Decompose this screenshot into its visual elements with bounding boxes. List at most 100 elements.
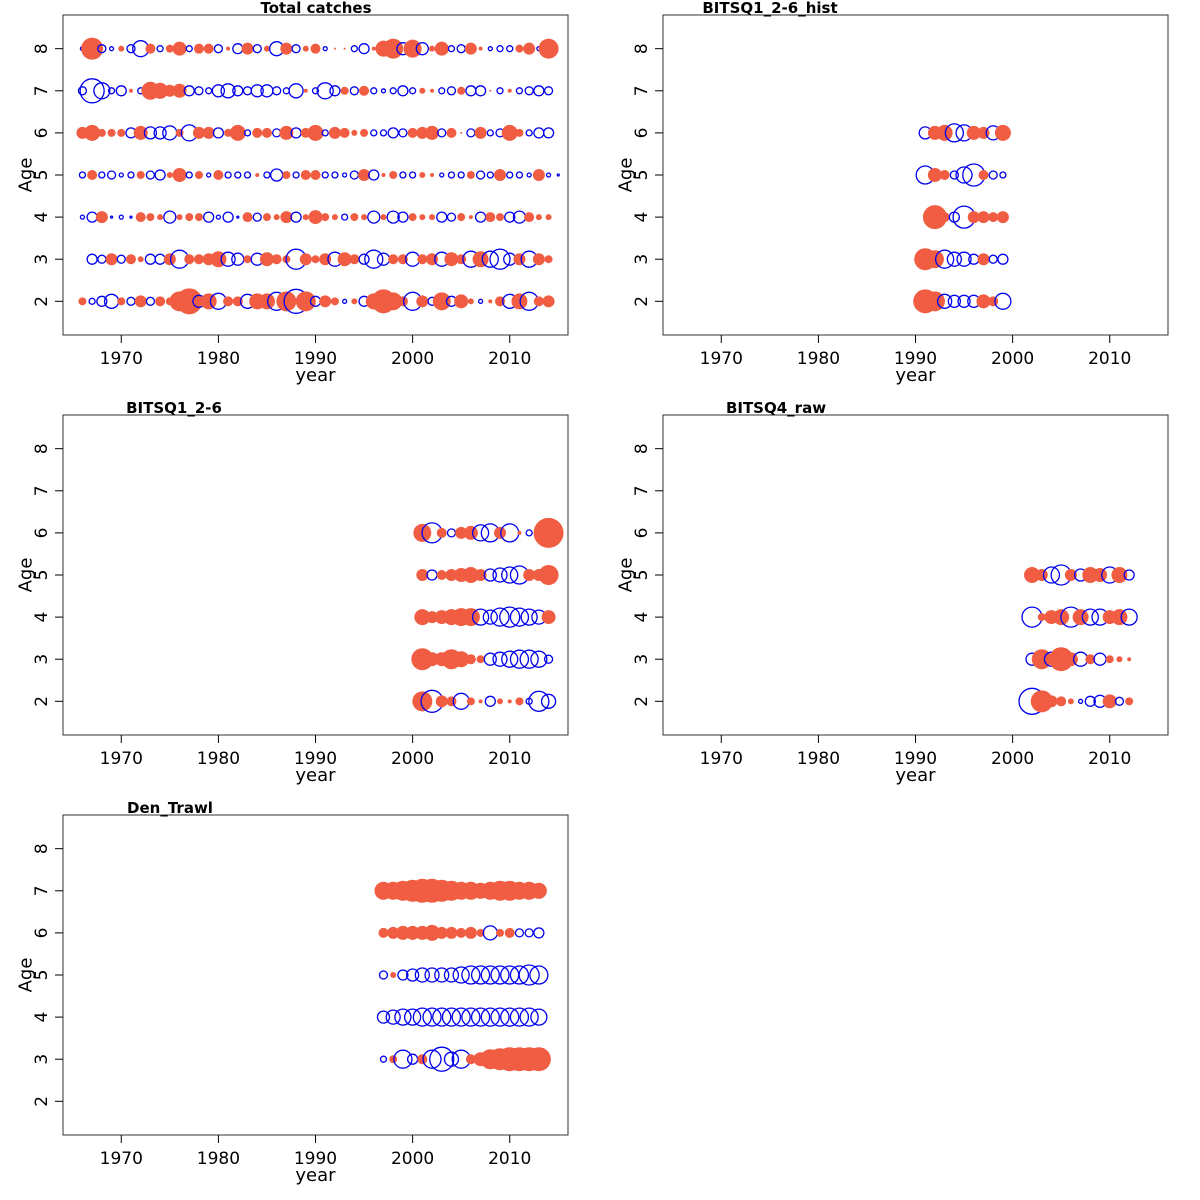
residual-bubble-positive: [358, 169, 371, 181]
residual-bubble-positive: [405, 925, 420, 940]
residual-bubble-negative: [272, 86, 282, 96]
residual-bubble-positive: [1085, 654, 1096, 665]
residual-bubble-negative: [270, 168, 284, 182]
residual-bubble-negative: [492, 567, 508, 583]
y-tick-label: 6: [632, 527, 652, 538]
residual-bubble-positive: [936, 124, 953, 141]
residual-bubble-positive: [922, 205, 947, 230]
residual-bubble-positive: [478, 46, 483, 51]
x-tick-label: 1970: [700, 349, 743, 369]
residual-bubble-positive: [967, 211, 980, 224]
residual-bubble-positive: [172, 83, 187, 98]
residual-bubble-positive: [1072, 609, 1089, 626]
residual-bubble-negative: [434, 967, 450, 983]
residual-bubble-positive: [497, 698, 504, 705]
y-axis-label: Age: [616, 558, 637, 593]
x-tick-label: 1980: [197, 749, 240, 769]
residual-bubble-negative: [529, 965, 549, 985]
residual-bubble-positive: [977, 253, 990, 266]
residual-bubble-positive: [280, 42, 293, 55]
residual-bubble-positive: [462, 567, 479, 583]
x-tick-label: 2000: [391, 1149, 434, 1169]
residual-bubble-negative: [509, 1007, 530, 1027]
residual-bubble-negative: [321, 171, 329, 179]
residual-bubble-positive: [453, 651, 470, 668]
residual-bubble-positive: [412, 691, 433, 712]
residual-bubble-negative: [154, 169, 166, 181]
residual-bubble-negative: [936, 293, 953, 309]
residual-bubble-positive: [460, 131, 463, 134]
residual-bubble-negative: [203, 211, 215, 223]
residual-bubble-negative: [109, 215, 114, 219]
residual-bubble-positive: [184, 254, 195, 265]
x-tick-label: 1990: [294, 349, 337, 369]
residual-bubble-negative: [957, 294, 971, 308]
residual-bubble-negative: [349, 170, 359, 180]
residual-bubble-positive: [1093, 568, 1108, 582]
residual-bubble-negative: [500, 1007, 520, 1027]
y-tick-label: 6: [32, 127, 52, 138]
residual-bubble-negative: [501, 566, 519, 584]
residual-bubble-negative: [211, 84, 226, 98]
residual-bubble-negative: [97, 254, 107, 264]
residual-bubble-positive: [446, 127, 457, 138]
residual-bubble-negative: [408, 171, 417, 179]
residual-bubble-negative: [474, 85, 487, 97]
residual-bubble-positive: [417, 254, 428, 265]
residual-bubble-negative: [490, 965, 510, 985]
residual-bubble-positive: [426, 611, 439, 624]
residual-bubble-positive: [165, 44, 174, 53]
x-tick-label: 2010: [1088, 349, 1131, 369]
y-tick-label: 3: [32, 254, 52, 265]
y-tick-label: 6: [32, 927, 52, 938]
y-tick-label: 8: [32, 843, 52, 854]
residual-bubble-negative: [509, 607, 530, 627]
residual-bubble-negative: [944, 123, 964, 143]
residual-bubble-negative: [543, 654, 554, 664]
residual-bubble-positive: [927, 168, 942, 182]
residual-bubble-negative: [387, 127, 399, 139]
residual-bubble-positive: [939, 170, 950, 180]
residual-bubble-negative: [399, 171, 407, 179]
residual-bubble-positive: [429, 214, 436, 221]
residual-bubble-positive: [511, 293, 528, 310]
residual-bubble-negative: [519, 1007, 539, 1027]
y-tick-label: 4: [32, 1012, 52, 1023]
residual-bubble-negative: [234, 171, 242, 179]
residual-bubble-positive: [513, 253, 526, 266]
residual-bubble-negative: [236, 215, 240, 219]
residual-bubble-negative: [252, 44, 262, 54]
residual-bubble-negative: [145, 170, 156, 180]
residual-bubble-negative: [116, 254, 126, 264]
residual-bubble-positive: [489, 89, 492, 92]
residual-bubble-negative: [999, 171, 1007, 179]
residual-bubble-positive: [478, 699, 483, 704]
residual-bubble-positive: [445, 569, 458, 581]
residual-bubble-positive: [494, 526, 507, 539]
residual-bubble-negative: [403, 1008, 422, 1026]
residual-bubble-positive: [435, 926, 448, 939]
residual-bubble-positive: [456, 254, 467, 265]
y-tick-label: 4: [632, 212, 652, 223]
residual-bubble-positive: [87, 170, 98, 180]
residual-bubble-positive: [226, 46, 231, 51]
residual-bubble-negative: [988, 170, 998, 180]
residual-bubble-positive: [501, 124, 518, 141]
residual-bubble-positive: [105, 253, 118, 266]
residual-bubble-negative: [115, 85, 127, 97]
residual-bubble-positive: [1116, 656, 1123, 663]
residual-bubble-negative: [263, 171, 271, 179]
residual-bubble-negative: [414, 967, 430, 983]
residual-bubble-negative: [487, 46, 493, 52]
residual-bubble-positive: [434, 41, 449, 56]
residual-bubble-negative: [515, 87, 524, 95]
residual-bubble-positive: [455, 526, 468, 539]
residual-bubble-positive: [118, 45, 125, 52]
residual-bubble-negative: [436, 211, 448, 223]
residual-bubble-positive: [81, 37, 104, 60]
residual-bubble-positive: [172, 168, 187, 182]
residual-bubble-negative: [499, 606, 521, 628]
residual-bubble-positive: [255, 173, 260, 177]
residual-bubble-negative: [486, 171, 494, 179]
y-axis-label: Age: [616, 158, 637, 193]
